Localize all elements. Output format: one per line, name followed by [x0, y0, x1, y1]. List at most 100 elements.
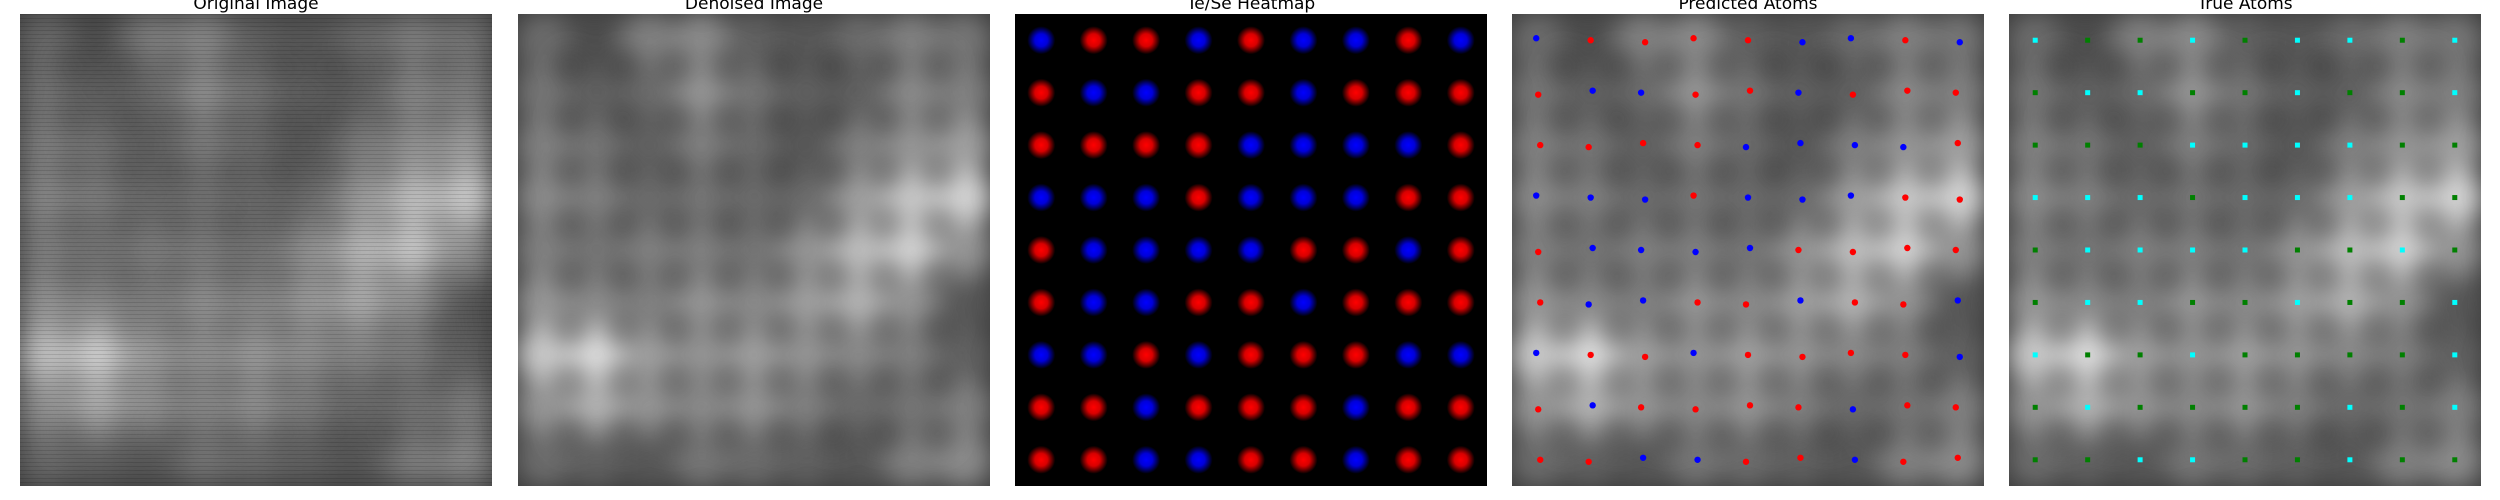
image-blob: [658, 364, 693, 398]
se-heat-spot: [1341, 26, 1370, 55]
panel-image: [2009, 14, 2481, 486]
image-blob: [1704, 311, 1739, 346]
predicted-te-atom: [1954, 454, 1961, 461]
predicted-se-atom: [1585, 301, 1592, 308]
image-blob: [2411, 364, 2446, 398]
true-atom-marker: [2137, 90, 2143, 96]
predicted-se-atom: [1847, 192, 1855, 199]
image-blob: [2097, 206, 2131, 241]
image-blob: [1547, 49, 1582, 84]
image-blob: [920, 206, 955, 241]
image-blob: [763, 49, 798, 84]
true-atom-marker: [2032, 352, 2038, 358]
image-blob: [1652, 102, 1687, 136]
true-atom-marker: [2294, 404, 2300, 410]
predicted-te-atom: [1849, 248, 1857, 256]
te-heat-spot: [1446, 393, 1475, 422]
image-blob: [2149, 259, 2184, 294]
true-atom-marker: [2190, 404, 2196, 410]
image-blob: [1809, 206, 1844, 241]
image-blob: [2149, 154, 2184, 189]
se-heat-spot: [1184, 445, 1213, 474]
se-heat-spot: [1132, 393, 1161, 422]
true-atom-marker: [2294, 299, 2300, 305]
panel-image: [1512, 14, 1984, 486]
image-blob: [710, 154, 745, 189]
image-blob: [1652, 311, 1687, 346]
image-blob: [1600, 154, 1634, 189]
image-blob: [606, 311, 640, 346]
predicted-te-atom: [1535, 91, 1542, 98]
te-heat-spot: [1341, 340, 1370, 369]
true-atom-marker: [2032, 247, 2038, 253]
te-heat-spot: [1027, 131, 1056, 160]
image-blob: [606, 364, 640, 398]
true-atom-marker: [2294, 142, 2300, 148]
image-blob: [2254, 416, 2289, 451]
image-blob: [1862, 206, 1896, 241]
true-atom-marker: [2137, 299, 2143, 305]
te-heat-spot: [1237, 340, 1265, 369]
image-blob: [2306, 206, 2341, 241]
image-blob: [1809, 416, 1844, 451]
image-blob: [1862, 311, 1896, 346]
image-blob: [2411, 311, 2446, 346]
image-blob: [1652, 49, 1687, 84]
image-blob: [2201, 154, 2236, 189]
image-blob: [1757, 206, 1792, 241]
true-atom-marker: [2399, 247, 2405, 253]
se-heat-spot: [1132, 288, 1161, 317]
image-blob: [2201, 416, 2236, 451]
true-atom-marker: [2190, 37, 2196, 43]
image-blob: [868, 206, 902, 241]
image-blob: [815, 154, 850, 189]
predicted-se-atom: [1956, 353, 1963, 361]
image-original: [20, 14, 492, 486]
image-blob: [2306, 364, 2341, 398]
true-atom-marker: [2452, 457, 2458, 463]
image-blob: [553, 154, 588, 189]
image-blob: [868, 259, 902, 294]
image-blob: [1547, 364, 1582, 398]
image-blob: [606, 154, 640, 189]
image-blob: [2254, 49, 2289, 84]
image-blob: [1547, 259, 1582, 294]
te-heat-spot: [1027, 445, 1056, 474]
image-blob: [2411, 206, 2446, 241]
image-blob: [2044, 311, 2079, 346]
image-blob: [1757, 311, 1792, 346]
panel-image: [1015, 14, 1487, 486]
true-atom-marker: [2452, 195, 2458, 201]
predicted-te-atom: [1690, 192, 1697, 199]
image-blob: [1704, 416, 1739, 451]
true-atom-marker: [2085, 37, 2091, 43]
predicted-se-atom: [1639, 454, 1647, 461]
image-blob: [815, 102, 850, 136]
true-atom-marker: [2452, 142, 2458, 148]
se-heat-spot: [1394, 131, 1423, 160]
se-heat-spot: [1289, 183, 1318, 212]
predicted-se-atom: [1589, 402, 1596, 409]
te-heat-spot: [1027, 78, 1056, 107]
predicted-se-atom: [1900, 143, 1907, 151]
image-blob: [606, 206, 640, 241]
true-atom-marker: [2294, 37, 2300, 43]
se-heat-spot: [1079, 340, 1108, 369]
te-heat-spot: [1446, 236, 1475, 264]
image-blob: [815, 416, 850, 451]
te-heat-spot: [1394, 288, 1423, 317]
predicted-se-atom: [1692, 248, 1699, 256]
true-atom-marker: [2347, 37, 2353, 43]
image-blob: [1704, 259, 1739, 294]
predicted-se-atom: [1589, 87, 1596, 94]
image-blob: [1809, 311, 1844, 346]
predicted-te-atom: [1744, 351, 1752, 359]
true-atom-marker: [2399, 37, 2405, 43]
true-atom-marker: [2242, 247, 2248, 253]
te-heat-spot: [1394, 78, 1423, 107]
true-atom-marker: [2399, 90, 2405, 96]
image-blob: [2254, 102, 2289, 136]
true-atom-marker: [2294, 90, 2300, 96]
true-atom-marker: [2032, 457, 2038, 463]
image-blob: [2044, 102, 2079, 136]
